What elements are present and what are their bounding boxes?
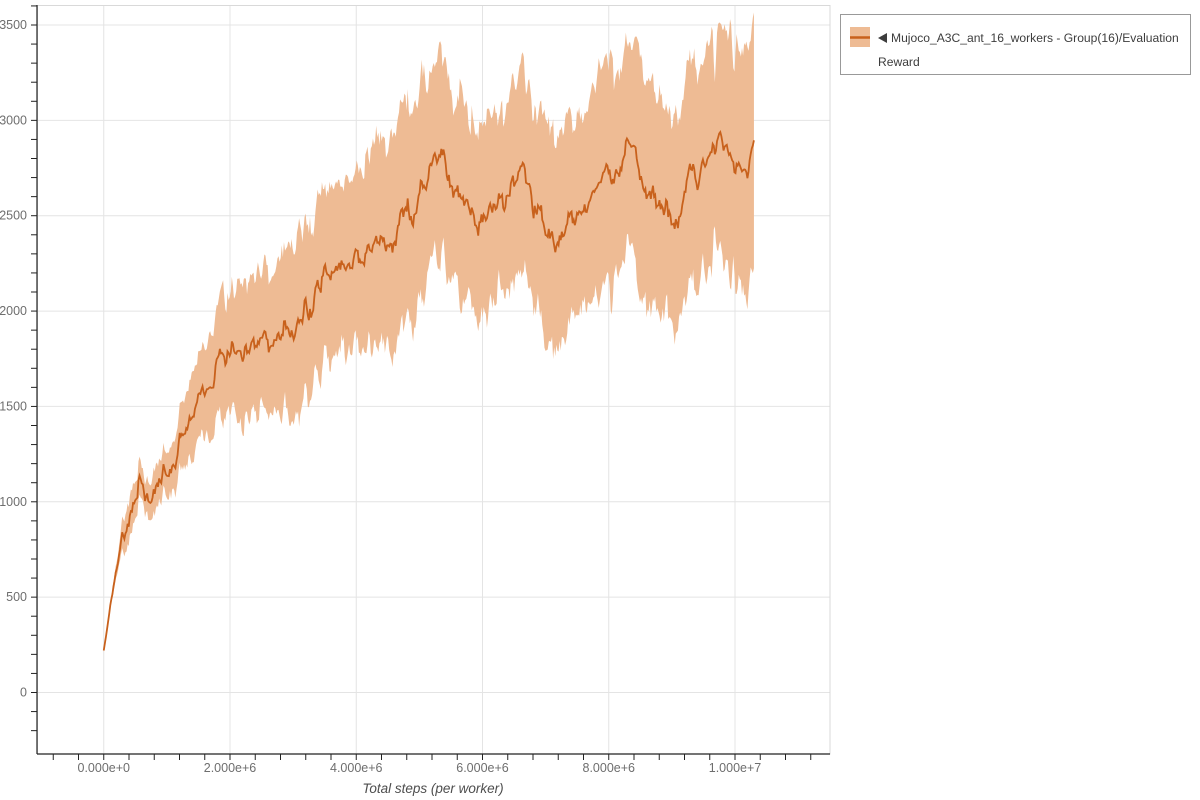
- svg-text:1.000e+7: 1.000e+7: [709, 761, 762, 775]
- svg-text:2.000e+6: 2.000e+6: [204, 761, 257, 775]
- svg-text:6.000e+6: 6.000e+6: [456, 761, 509, 775]
- svg-text:500: 500: [6, 590, 27, 604]
- svg-text:Total steps (per worker): Total steps (per worker): [362, 781, 503, 796]
- svg-text:1500: 1500: [0, 399, 27, 413]
- svg-text:3500: 3500: [0, 18, 27, 32]
- svg-text:1000: 1000: [0, 495, 27, 509]
- svg-text:3000: 3000: [0, 113, 27, 127]
- svg-text:2000: 2000: [0, 304, 27, 318]
- svg-text:0: 0: [20, 686, 27, 700]
- svg-text:Mujoco_A3C_ant_16_workers - Gr: Mujoco_A3C_ant_16_workers - Group(16)/Ev…: [891, 31, 1179, 45]
- svg-text:4.000e+6: 4.000e+6: [330, 761, 383, 775]
- svg-text:2500: 2500: [0, 209, 27, 223]
- svg-text:0.000e+0: 0.000e+0: [78, 761, 131, 775]
- svg-text:Reward: Reward: [878, 55, 920, 69]
- svg-text:8.000e+6: 8.000e+6: [583, 761, 636, 775]
